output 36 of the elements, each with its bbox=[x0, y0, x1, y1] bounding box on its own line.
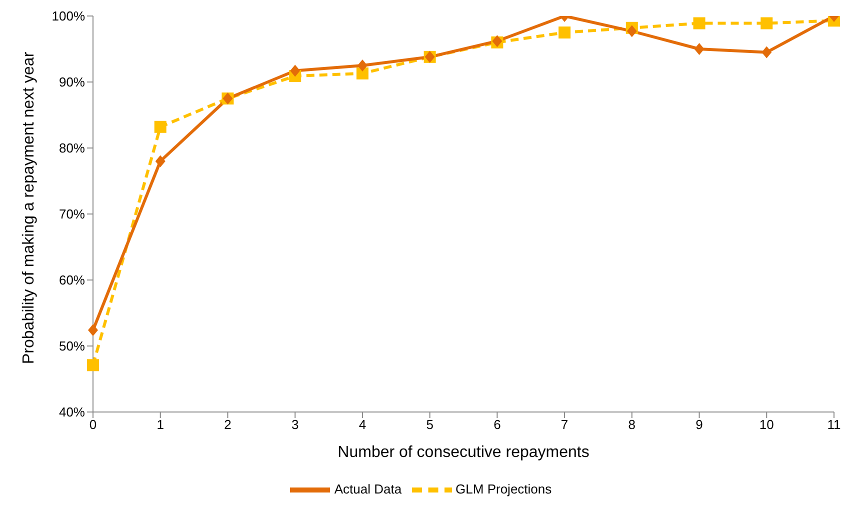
y-axis-title: Probability of making a repayment next year bbox=[20, 51, 38, 364]
point bbox=[626, 25, 637, 38]
point bbox=[155, 155, 166, 168]
point bbox=[290, 64, 300, 77]
x-tick-label: 7 bbox=[560, 417, 568, 432]
x-axis-title: Number of consecutive repayments bbox=[338, 444, 590, 461]
y-tick-label: 60% bbox=[58, 272, 86, 288]
point bbox=[693, 17, 706, 30]
point bbox=[154, 120, 166, 133]
point bbox=[88, 324, 98, 336]
point bbox=[558, 26, 571, 38]
x-tick-label: 5 bbox=[426, 417, 434, 432]
y-tick-label: 80% bbox=[58, 140, 86, 156]
x-tick-label: 8 bbox=[628, 417, 636, 432]
x-tick-label: 6 bbox=[494, 417, 501, 432]
x-tick-label: 2 bbox=[224, 417, 232, 432]
x-tick-label: 9 bbox=[696, 417, 703, 432]
x-tick-label: 1 bbox=[156, 417, 164, 432]
point bbox=[694, 43, 704, 55]
point bbox=[87, 359, 99, 372]
x-tick-label: 10 bbox=[759, 417, 774, 432]
x-tick-label: 0 bbox=[89, 417, 97, 432]
legend-label: GLM Projections bbox=[456, 481, 552, 496]
y-tick-label: 50% bbox=[58, 338, 86, 354]
point bbox=[356, 67, 368, 80]
x-tick-label: 3 bbox=[291, 417, 299, 432]
point bbox=[762, 46, 772, 58]
x-tick-label: 11 bbox=[827, 417, 841, 432]
legend-label: Actual Data bbox=[334, 481, 402, 496]
y-tick-label: 90% bbox=[58, 74, 86, 90]
y-tick-label: 40% bbox=[58, 404, 86, 420]
point bbox=[760, 17, 773, 30]
y-tick-label: 70% bbox=[58, 206, 86, 222]
x-tick-label: 4 bbox=[358, 417, 366, 432]
point bbox=[357, 60, 368, 72]
y-tick-label: 100% bbox=[52, 8, 86, 24]
